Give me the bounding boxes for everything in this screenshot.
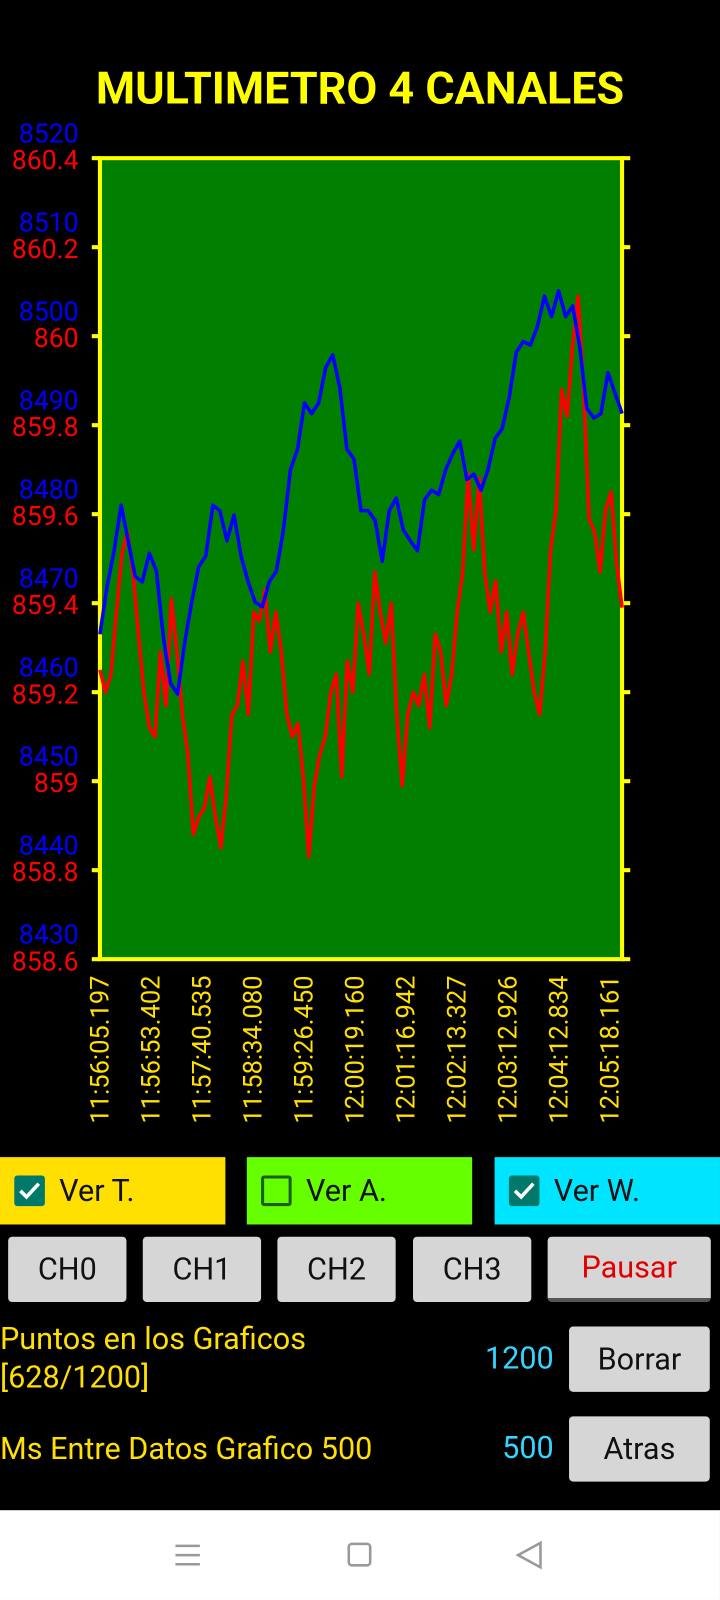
y2-tick-label: 859.6 <box>12 501 79 532</box>
y2-tick-label: 860.4 <box>12 145 79 176</box>
back-button[interactable] <box>515 1540 542 1570</box>
y-tick-label: 8510 <box>19 208 79 239</box>
label: Ms Entre Datos Grafico 500 <box>0 1431 373 1468</box>
x-tick-label: 11:56:05.197 <box>86 976 116 1124</box>
x-tick-label: 12:04:12.834 <box>545 976 575 1124</box>
check-mark <box>19 1182 41 1200</box>
x-tick-label: 12:00:19.160 <box>341 976 371 1124</box>
y2-tick-label: 858.8 <box>12 857 79 888</box>
checkbox-box <box>508 1175 540 1207</box>
value: 500 <box>502 1430 554 1467</box>
menu-button[interactable] <box>175 1544 200 1566</box>
y-tick-label: 8460 <box>19 653 79 684</box>
y-tick-label: 8480 <box>19 475 79 506</box>
y2-tick-label: 859.8 <box>12 412 79 443</box>
y2-tick-label: 860 <box>34 323 79 354</box>
plot-area <box>97 156 625 962</box>
y2-tick-label: 858.6 <box>12 946 79 977</box>
home-button[interactable] <box>347 1542 372 1567</box>
checkbox-box <box>261 1175 292 1207</box>
y-tick-label: 8450 <box>19 742 79 773</box>
checkbox-label: Ver T. <box>59 1172 135 1209</box>
y2-tick-label: 859 <box>34 768 79 799</box>
value: 1200 <box>484 1340 554 1377</box>
x-tick-label: 11:56:53.402 <box>137 976 167 1124</box>
button[interactable]: CH2 <box>277 1236 396 1303</box>
y-tick-label: 8430 <box>19 920 79 951</box>
y-tick-label: 8440 <box>19 831 79 862</box>
checkbox-label: Ver A. <box>305 1172 387 1209</box>
check-mark <box>513 1182 535 1200</box>
x-tick-label: 11:57:40.535 <box>188 976 218 1124</box>
checkbox[interactable]: Ver T. <box>0 1157 226 1225</box>
checkbox[interactable]: Ver A. <box>246 1157 473 1225</box>
y2-tick-label: 860.2 <box>12 234 79 265</box>
y-tick-label: 8470 <box>19 564 79 595</box>
button[interactable]: CH3 <box>413 1236 532 1303</box>
x-tick-label: 11:59:26.450 <box>290 976 320 1124</box>
checkbox-label: Ver W. <box>553 1172 641 1209</box>
y-tick-label: 8500 <box>19 297 79 328</box>
chart-title: MULTIMETRO 4 CANALES <box>96 62 624 115</box>
y-tick-label: 8520 <box>19 119 79 150</box>
x-tick-label: 12:02:13.327 <box>443 976 473 1124</box>
line-series <box>98 294 624 859</box>
chart: MULTIMETRO 4 CANALES 8430 8440 8450 8460 847… <box>12 62 631 1124</box>
y2-tick-label: 859.4 <box>12 590 79 621</box>
y-tick-label: 8490 <box>19 386 79 417</box>
x-tick-label: 12:03:12.926 <box>494 976 524 1124</box>
checkbox[interactable]: Ver W. <box>494 1157 720 1225</box>
checkbox-box <box>14 1175 45 1207</box>
button[interactable]: Atras <box>569 1416 710 1482</box>
button[interactable]: Pausar <box>547 1236 711 1303</box>
button[interactable]: CH0 <box>8 1236 127 1303</box>
label: [628/1200] <box>0 1360 150 1396</box>
button[interactable]: CH1 <box>142 1236 262 1303</box>
x-tick-label: 12:05:18.161 <box>596 976 626 1124</box>
label: Puntos en los Graficos <box>0 1321 307 1358</box>
x-tick-label: 12:01:16.942 <box>392 976 422 1124</box>
line-series <box>98 288 624 696</box>
button[interactable]: Borrar <box>569 1326 710 1392</box>
x-tick-label: 11:58:34.080 <box>239 976 269 1124</box>
nav-bar <box>0 1510 720 1600</box>
y2-tick-label: 859.2 <box>12 679 79 710</box>
